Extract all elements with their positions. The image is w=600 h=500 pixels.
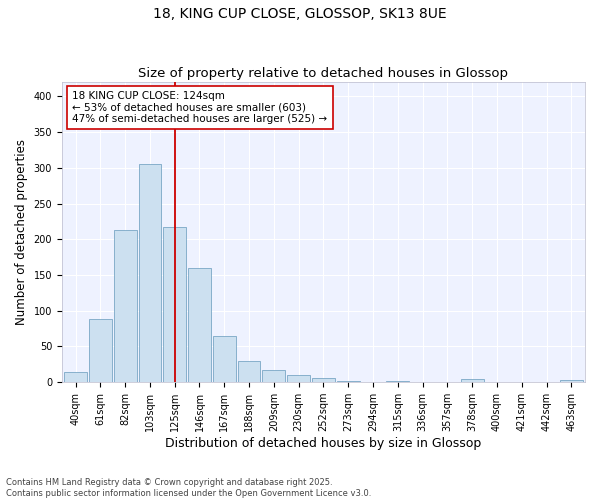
Text: Contains HM Land Registry data © Crown copyright and database right 2025.
Contai: Contains HM Land Registry data © Crown c… [6,478,371,498]
Text: 18, KING CUP CLOSE, GLOSSOP, SK13 8UE: 18, KING CUP CLOSE, GLOSSOP, SK13 8UE [153,8,447,22]
Bar [560,380,583,382]
X-axis label: Distribution of detached houses by size in Glossop: Distribution of detached houses by size … [166,437,482,450]
Bar [337,381,359,382]
Bar [89,320,112,382]
Bar [163,227,186,382]
Bar [139,164,161,382]
Text: 18 KING CUP CLOSE: 124sqm
← 53% of detached houses are smaller (603)
47% of semi: 18 KING CUP CLOSE: 124sqm ← 53% of detac… [73,91,328,124]
Title: Size of property relative to detached houses in Glossop: Size of property relative to detached ho… [139,66,508,80]
Bar [386,381,409,382]
Bar [287,375,310,382]
Bar [238,361,260,382]
Bar [64,372,87,382]
Bar [114,230,137,382]
Y-axis label: Number of detached properties: Number of detached properties [15,139,28,325]
Bar [312,378,335,382]
Bar [461,380,484,382]
Bar [188,268,211,382]
Bar [213,336,236,382]
Bar [262,370,285,382]
